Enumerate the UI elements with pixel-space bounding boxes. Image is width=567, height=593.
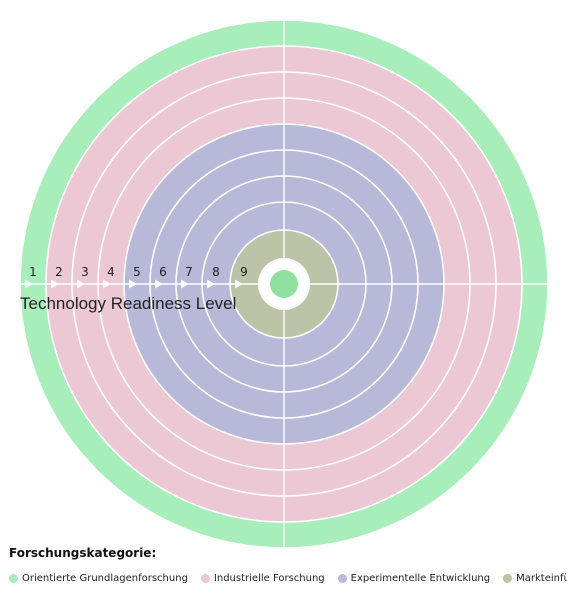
level-arrow-5 xyxy=(129,279,137,289)
axis-label: Technology Readiness Level xyxy=(20,294,236,313)
legend-label-markteinfuehrung: Markteinführung xyxy=(516,572,567,584)
level-arrow-1 xyxy=(25,279,33,289)
level-number-2: 2 xyxy=(55,265,63,279)
legend-swatch-grundlagenforschung xyxy=(9,573,18,583)
center-dot xyxy=(270,270,298,298)
level-number-7: 7 xyxy=(185,265,193,279)
level-arrow-3 xyxy=(77,279,85,289)
legend-item-experimentelle-entwicklung: Experimentelle Entwicklung xyxy=(337,572,491,584)
level-number-3: 3 xyxy=(81,265,89,279)
legend-item-industrielle-forschung: Industrielle Forschung xyxy=(200,572,325,584)
legend: Orientierte Grundlagenforschung Industri… xyxy=(9,571,567,585)
legend-label-grundlagenforschung: Orientierte Grundlagenforschung xyxy=(22,572,188,584)
level-number-5: 5 xyxy=(133,265,141,279)
level-arrow-4 xyxy=(103,279,111,289)
level-arrow-9 xyxy=(235,279,243,289)
legend-title: Forschungskategorie: xyxy=(9,546,157,560)
legend-label-experimentelle-entwicklung: Experimentelle Entwicklung xyxy=(350,572,491,584)
legend-item-markteinfuehrung: Markteinführung xyxy=(503,573,567,584)
level-number-9: 9 xyxy=(240,265,248,279)
legend-label-industrielle-forschung: Industrielle Forschung xyxy=(213,572,325,584)
level-arrow-2 xyxy=(51,279,59,289)
level-number-6: 6 xyxy=(159,265,167,279)
trl-target-diagram: 1 2 3 4 5 6 7 8 9 Technology Readiness Level xyxy=(19,19,549,549)
level-number-1: 1 xyxy=(29,265,37,279)
level-arrow-8 xyxy=(207,279,215,289)
level-number-4: 4 xyxy=(107,265,115,279)
legend-swatch-industrielle-forschung xyxy=(200,573,210,583)
level-arrow-6 xyxy=(155,279,163,289)
legend-swatch-markteinfuehrung xyxy=(503,573,513,583)
level-number-8: 8 xyxy=(212,265,220,279)
legend-item-grundlagenforschung: Orientierte Grundlagenforschung xyxy=(9,573,188,584)
level-arrow-7 xyxy=(181,279,189,289)
legend-swatch-experimentelle-entwicklung xyxy=(337,573,347,583)
